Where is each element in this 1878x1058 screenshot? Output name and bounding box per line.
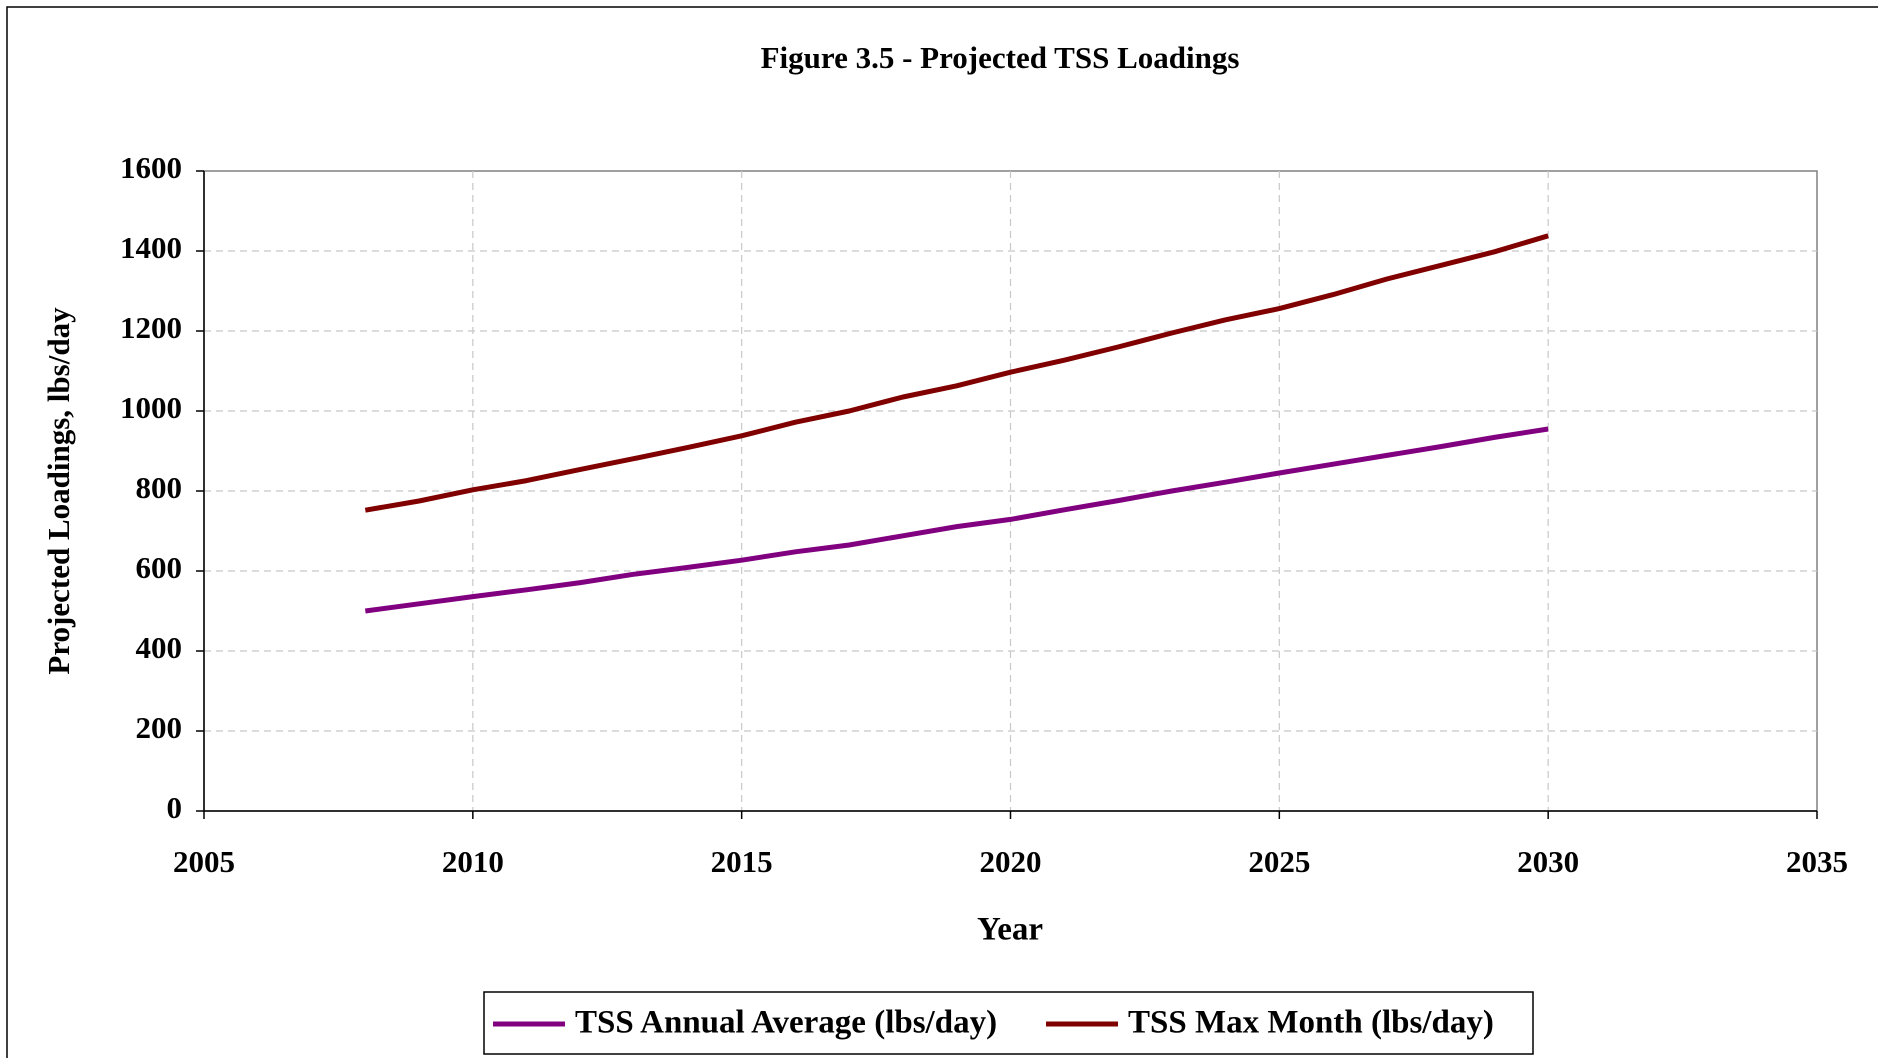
legend-label: TSS Annual Average (lbs/day)	[575, 1005, 997, 1041]
x-tick-label: 2025	[1248, 844, 1310, 879]
y-tick-label: 1200	[120, 310, 182, 345]
y-tick-label: 1400	[120, 230, 182, 265]
y-tick-label: 0	[167, 790, 183, 825]
x-tick-label: 2010	[442, 844, 504, 879]
x-tick-label: 2015	[711, 844, 773, 879]
y-axis-label: Projected Loadings, lbs/day	[41, 307, 76, 675]
y-tick-label: 400	[136, 630, 183, 665]
x-tick-label: 2030	[1517, 844, 1579, 879]
y-tick-label: 600	[136, 550, 183, 585]
x-tick-label: 2020	[980, 844, 1042, 879]
y-tick-label: 200	[136, 710, 183, 745]
y-tick-label: 1600	[120, 150, 182, 185]
x-axis-label: Year	[977, 912, 1043, 948]
x-tick-label: 2035	[1786, 844, 1848, 879]
legend-box	[483, 991, 1534, 1055]
chart-title: Figure 3.5 - Projected TSS Loadings	[761, 40, 1240, 75]
legend-label: TSS Max Month (lbs/day)	[1128, 1005, 1494, 1041]
y-tick-label: 1000	[120, 390, 182, 425]
line-series	[364, 426, 1549, 614]
y-tick-label: 800	[136, 470, 183, 505]
line-series	[364, 233, 1549, 513]
x-tick-label: 2005	[173, 844, 235, 879]
